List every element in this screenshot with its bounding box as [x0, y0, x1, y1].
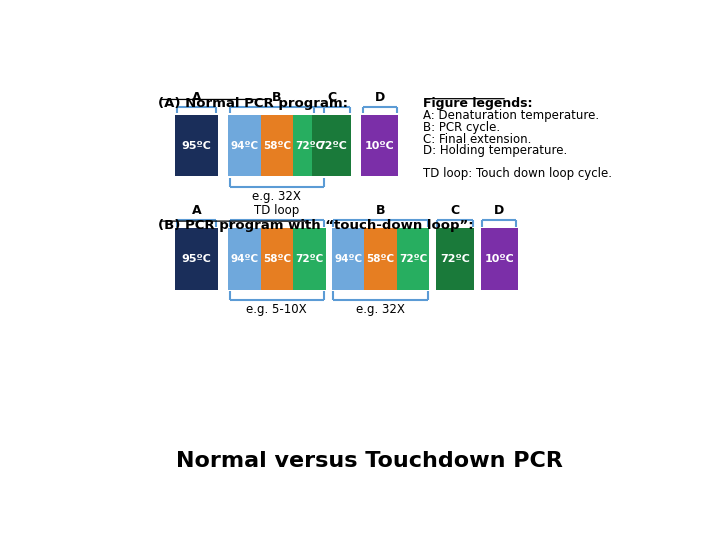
FancyBboxPatch shape — [481, 228, 518, 289]
Text: e.g. 32X: e.g. 32X — [356, 303, 405, 316]
FancyBboxPatch shape — [228, 228, 261, 289]
Text: 95ºC: 95ºC — [181, 254, 212, 264]
FancyBboxPatch shape — [261, 115, 293, 177]
Text: 72ºC: 72ºC — [295, 254, 323, 264]
FancyBboxPatch shape — [261, 228, 293, 289]
Text: 58ºC: 58ºC — [263, 140, 291, 151]
Text: 10ºC: 10ºC — [365, 140, 395, 151]
Text: 94ºC: 94ºC — [230, 254, 258, 264]
Text: TD loop: Touch down loop cycle.: TD loop: Touch down loop cycle. — [423, 167, 612, 180]
Text: Figure legends:: Figure legends: — [423, 97, 533, 110]
Text: A: Denaturation temperature.: A: Denaturation temperature. — [423, 110, 599, 123]
Text: (A) Normal PCR program:: (A) Normal PCR program: — [158, 97, 348, 110]
Text: 72ºC: 72ºC — [440, 254, 470, 264]
Text: B: B — [272, 91, 282, 104]
Text: 72ºC: 72ºC — [399, 254, 427, 264]
FancyBboxPatch shape — [361, 115, 398, 177]
Text: 58ºC: 58ºC — [366, 254, 395, 264]
Text: D: D — [494, 204, 504, 217]
Text: Normal versus Touchdown PCR: Normal versus Touchdown PCR — [176, 451, 562, 471]
FancyBboxPatch shape — [293, 115, 325, 177]
FancyBboxPatch shape — [293, 228, 325, 289]
Text: A: A — [192, 91, 202, 104]
Text: C: C — [327, 91, 336, 104]
Text: 10ºC: 10ºC — [485, 254, 514, 264]
Text: 94ºC: 94ºC — [334, 254, 362, 264]
FancyBboxPatch shape — [397, 228, 429, 289]
Text: B: PCR cycle.: B: PCR cycle. — [423, 121, 500, 134]
Text: (B) PCR program with “touch-down loop”:: (B) PCR program with “touch-down loop”: — [158, 219, 474, 232]
FancyBboxPatch shape — [436, 228, 474, 289]
FancyBboxPatch shape — [175, 228, 218, 289]
Text: C: Final extension.: C: Final extension. — [423, 132, 531, 146]
Text: 72ºC: 72ºC — [317, 140, 347, 151]
Text: D: Holding temperature.: D: Holding temperature. — [423, 144, 567, 157]
Text: B: B — [376, 204, 385, 217]
Text: 94ºC: 94ºC — [230, 140, 258, 151]
Text: 95ºC: 95ºC — [181, 140, 212, 151]
Text: 72ºC: 72ºC — [295, 140, 323, 151]
Text: TD loop: TD loop — [254, 204, 300, 217]
FancyBboxPatch shape — [332, 228, 364, 289]
Text: 58ºC: 58ºC — [263, 254, 291, 264]
Text: D: D — [374, 91, 385, 104]
FancyBboxPatch shape — [228, 115, 261, 177]
FancyBboxPatch shape — [312, 115, 351, 177]
Text: C: C — [451, 204, 459, 217]
Text: A: A — [192, 204, 202, 217]
Text: e.g. 5-10X: e.g. 5-10X — [246, 303, 307, 316]
Text: e.g. 32X: e.g. 32X — [252, 190, 301, 203]
FancyBboxPatch shape — [364, 228, 397, 289]
FancyBboxPatch shape — [175, 115, 218, 177]
